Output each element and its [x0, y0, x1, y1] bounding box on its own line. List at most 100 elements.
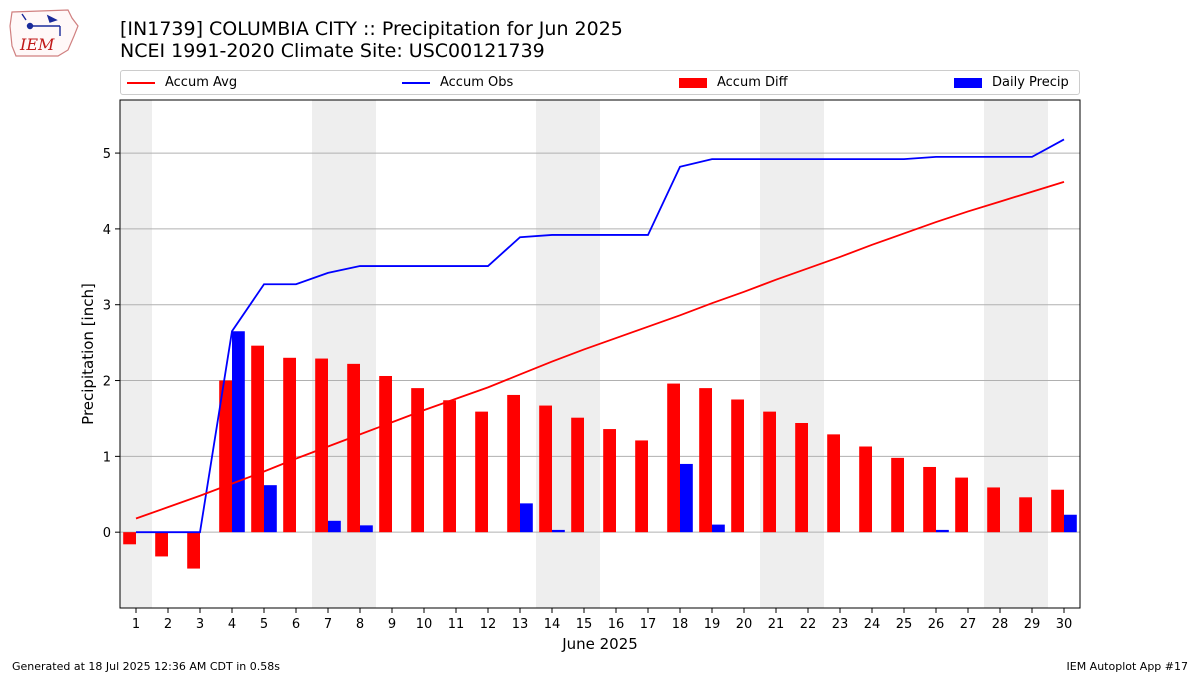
chart-title: [IN1739] COLUMBIA CITY :: Precipitation …: [120, 18, 623, 40]
daily-precip-bar: [360, 525, 373, 533]
legend-swatch-accum-obs: [402, 81, 430, 84]
daily-precip-bar: [680, 463, 693, 533]
x-tick-label: 8: [356, 617, 364, 632]
x-tick-label: 12: [480, 617, 497, 632]
accum-diff-bar: [1019, 497, 1032, 533]
legend-label-accum-obs: Accum Obs: [440, 75, 514, 90]
footer-generated: Generated at 18 Jul 2025 12:36 AM CDT in…: [12, 660, 280, 673]
legend-swatch-accum-avg: [127, 81, 155, 84]
x-tick-label: 16: [608, 617, 625, 632]
x-tick-label: 1: [132, 617, 140, 632]
x-tick-label: 14: [544, 617, 561, 632]
accum-diff-bar: [315, 358, 328, 533]
iowa-outline-icon: [9, 9, 79, 57]
x-tick-label: 9: [388, 617, 396, 632]
x-tick-label: 22: [800, 617, 817, 632]
accum-diff-bar: [283, 357, 296, 533]
accum-diff-bar: [411, 388, 424, 533]
y-axis-label: Precipitation [inch]: [79, 283, 97, 425]
logo-text: IEM: [19, 35, 55, 54]
accum-diff-bar: [187, 532, 200, 569]
accum-diff-bar: [251, 345, 264, 533]
x-tick-label: 21: [768, 617, 785, 632]
legend-swatch-accum-diff: [679, 77, 707, 88]
accum-avg-line: [135, 181, 1065, 520]
accum-diff-bar: [795, 422, 808, 533]
accum-diff-bar: [827, 434, 840, 533]
y-tick-label: 5: [103, 147, 111, 162]
accum-diff-bar: [763, 411, 776, 533]
accum-diff-bar: [731, 399, 744, 533]
x-tick-label: 5: [260, 617, 268, 632]
daily-precip-bar: [936, 529, 949, 533]
accum-diff-bar: [635, 440, 648, 533]
chart-subtitle: NCEI 1991-2020 Climate Site: USC00121739: [120, 40, 545, 62]
x-tick-label: 6: [292, 617, 300, 632]
daily-precip-bar: [520, 503, 533, 533]
x-tick-label: 28: [992, 617, 1009, 632]
x-tick-label: 19: [704, 617, 721, 632]
y-tick-label: 2: [103, 375, 111, 390]
daily-precip-bar: [232, 331, 245, 533]
accum-diff-bar: [891, 457, 904, 533]
accum-diff-bar: [379, 375, 392, 533]
grid-lines: [120, 152, 1080, 533]
accum-diff-bar: [219, 380, 232, 533]
x-tick-label: 27: [960, 617, 977, 632]
accum-diff-bar: [603, 429, 616, 533]
accum-diff-bar: [699, 388, 712, 533]
x-tick-label: 30: [1056, 617, 1073, 632]
accum-diff-bar: [507, 394, 520, 533]
legend-item-accum-obs: Accum Obs: [402, 71, 513, 94]
daily-precip-bar: [328, 520, 341, 533]
weekend-band: [120, 100, 152, 608]
accum-diff-bar: [667, 383, 680, 533]
x-tick-label: 29: [1024, 617, 1041, 632]
x-tick-label: 18: [672, 617, 689, 632]
accum-diff-bar: [123, 532, 136, 545]
x-tick-label: 15: [576, 617, 593, 632]
daily-precip-bar: [264, 485, 277, 533]
bars-layer: [123, 331, 1077, 569]
accum-diff-bar: [987, 487, 1000, 533]
x-tick-label: 7: [324, 617, 332, 632]
x-tick-label: 10: [416, 617, 433, 632]
legend-label-accum-avg: Accum Avg: [165, 75, 238, 90]
x-tick-label: 23: [832, 617, 849, 632]
iem-logo: IEM: [9, 9, 79, 57]
x-tick-label: 11: [448, 617, 465, 632]
accum-diff-bar: [955, 477, 968, 533]
legend-swatch-daily-precip: [954, 77, 982, 88]
y-tick-label: 0: [103, 526, 111, 541]
x-tick-label: 25: [896, 617, 913, 632]
accum-diff-bar: [475, 411, 488, 533]
y-tick-label: 3: [103, 299, 111, 314]
weather-station-icon: [21, 13, 61, 36]
accum-diff-bar: [539, 405, 552, 533]
legend-item-accum-avg: Accum Avg: [127, 71, 237, 94]
legend-label-daily-precip: Daily Precip: [992, 75, 1069, 90]
x-tick-label: 26: [928, 617, 945, 632]
plot-frame: [119, 99, 1081, 609]
accum-diff-bar: [155, 532, 168, 557]
accum-obs-line: [136, 138, 1065, 534]
legend-item-accum-diff: Accum Diff: [679, 71, 788, 94]
x-tick-label: 2: [164, 617, 172, 632]
legend-item-daily-precip: Daily Precip: [954, 71, 1069, 94]
accum-diff-bar: [923, 466, 936, 533]
lines-layer: [135, 138, 1065, 534]
x-tick-label: 17: [640, 617, 657, 632]
daily-precip-bar: [1064, 514, 1077, 533]
daily-precip-bar: [552, 529, 565, 533]
daily-precip-bar: [712, 524, 725, 533]
x-tick-label: 20: [736, 617, 753, 632]
y-tick-label: 1: [103, 450, 111, 465]
x-axis-label: June 2025: [561, 635, 638, 653]
x-tick-label: 3: [196, 617, 204, 632]
footer-app-id: IEM Autoplot App #17: [1066, 660, 1189, 673]
x-tick-label: 4: [228, 617, 236, 632]
accum-diff-bar: [859, 446, 872, 533]
legend-label-accum-diff: Accum Diff: [717, 75, 788, 90]
